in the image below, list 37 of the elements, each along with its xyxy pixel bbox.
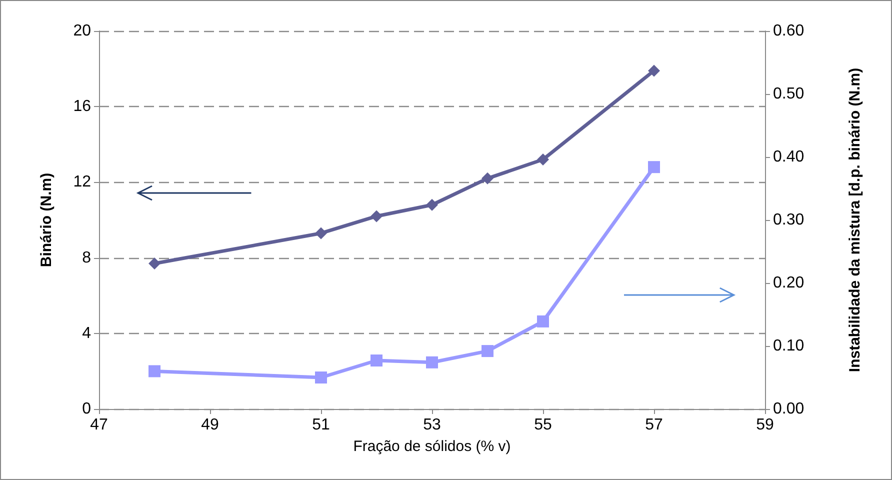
y2-tick-label: 0.50 [773, 86, 804, 102]
point [370, 210, 382, 222]
point [537, 154, 549, 166]
y-tick-label: 20 [73, 22, 92, 40]
point [426, 198, 438, 211]
point [148, 365, 160, 378]
point [482, 172, 494, 184]
y2-tick-label: 0.60 [773, 22, 804, 40]
x-tick-label: 57 [645, 416, 663, 434]
y-tick-label: 16 [73, 98, 92, 116]
point [370, 354, 382, 366]
y-tick-label: 8 [82, 249, 92, 266]
x-tick-label: 47 [90, 416, 108, 434]
y-tick-label: 12 [73, 174, 92, 191]
x-axis-title: Fração de sólidos (% v) [353, 438, 511, 455]
y-tick-label: 0 [82, 400, 92, 418]
y-axis-title: Binário (N.m) [38, 172, 55, 268]
point [537, 315, 549, 328]
point [315, 372, 327, 384]
point [315, 227, 327, 240]
y2-tick-label: 0.20 [773, 274, 804, 292]
y2-tick-label: 0.40 [773, 148, 804, 166]
x-tick-label: 51 [312, 416, 330, 434]
x-tick-label: 55 [534, 416, 552, 434]
point [426, 356, 438, 368]
point [648, 161, 660, 174]
x-tick-label: 59 [756, 416, 774, 434]
x-tick-label: 53 [423, 416, 441, 434]
y2-tick-label: 0.00 [773, 400, 804, 418]
point [482, 345, 494, 358]
x-tick-label: 49 [201, 416, 219, 434]
y2-axis-title: Instabilidade da mistura [d.p. binário (N.m) [846, 68, 864, 372]
point [148, 257, 160, 270]
point [648, 64, 660, 77]
y-tick-label: 4 [82, 324, 92, 342]
y2-tick-label: 0.30 [773, 212, 804, 228]
y2-tick-label: 0.10 [773, 338, 804, 354]
